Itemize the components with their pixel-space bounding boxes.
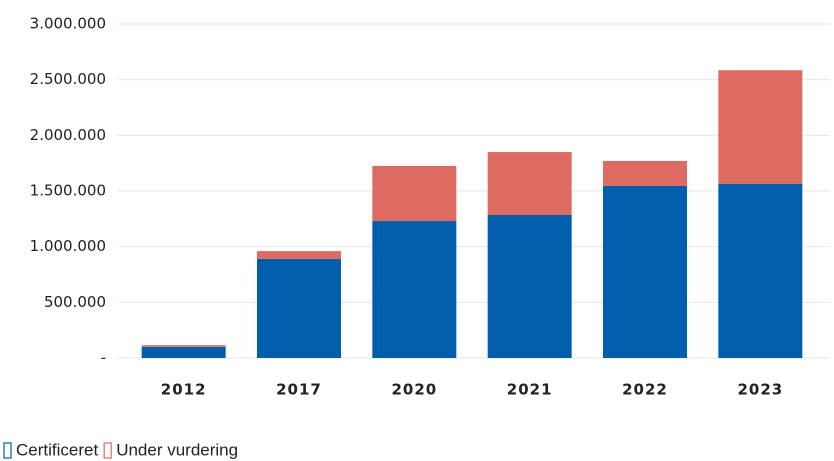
x-tick-label: 2017 xyxy=(276,381,322,399)
bar-segment xyxy=(603,160,687,186)
x-tick-label: 2020 xyxy=(391,381,437,399)
x-tick-label: 2021 xyxy=(507,381,553,399)
legend-label: Under vurdering xyxy=(116,440,238,459)
y-tick-label: 3.000.000 xyxy=(30,15,106,33)
y-tick-label: 1.000.000 xyxy=(30,237,106,255)
y-tick-label: 1.500.000 xyxy=(30,182,106,200)
bar-segment xyxy=(257,258,341,358)
y-tick-label: - xyxy=(101,349,106,367)
x-tick-label: 2022 xyxy=(622,381,668,399)
bar-segment xyxy=(372,165,457,222)
y-tick-label: 500.000 xyxy=(44,293,106,311)
y-tick-label: 2.500.000 xyxy=(30,70,106,88)
bar-segment xyxy=(487,152,572,215)
bar-segment xyxy=(718,183,803,358)
bar-segment xyxy=(257,251,341,259)
bar-segment xyxy=(718,70,803,184)
legend-swatch xyxy=(103,442,112,459)
bar-segment xyxy=(141,346,226,358)
bar-segment xyxy=(487,214,572,358)
legend-label: Certificeret xyxy=(16,440,98,459)
bar-segment xyxy=(141,345,226,347)
x-tick-label: 2023 xyxy=(737,381,783,399)
bar-segment xyxy=(603,185,687,358)
x-tick-label: 2012 xyxy=(161,381,207,399)
legend-swatch xyxy=(3,442,12,459)
bar-segment xyxy=(372,221,457,358)
y-tick-label: 2.000.000 xyxy=(30,126,106,144)
